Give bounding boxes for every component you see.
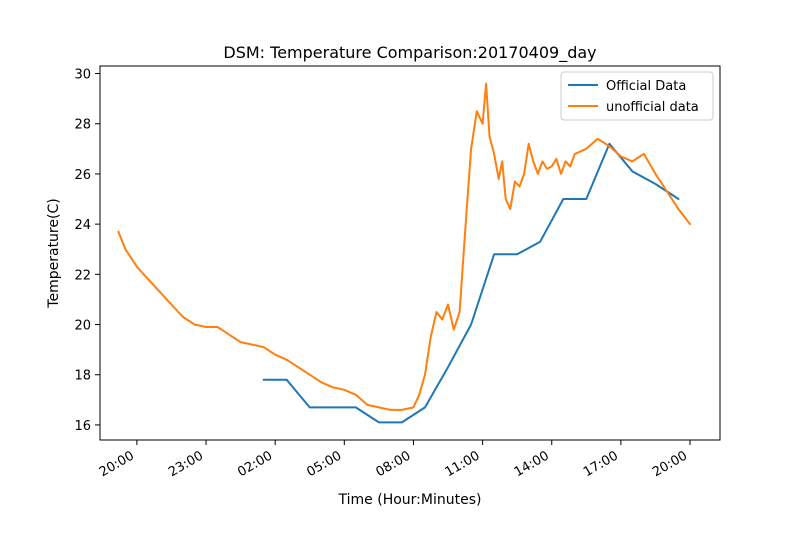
x-tick-label: 11:00 <box>443 448 483 480</box>
x-tick-label: 14:00 <box>512 448 552 480</box>
y-tick-label: 24 <box>74 218 91 233</box>
plot-area <box>117 82 691 424</box>
y-tick-label: 28 <box>74 118 91 133</box>
chart-title: DSM: Temperature Comparison:20170409_day <box>223 43 596 63</box>
y-tick-label: 20 <box>74 319 91 334</box>
series-line-unofficial <box>117 82 691 411</box>
x-tick-label: 08:00 <box>374 448 414 480</box>
y-axis-label: Temperature(C) <box>46 198 62 308</box>
legend-box <box>560 71 714 121</box>
series-line-official <box>262 142 680 424</box>
y-tick-label: 30 <box>74 68 91 83</box>
x-axis-label: Time (Hour:Minutes) <box>338 492 482 508</box>
x-tick-label: 20:00 <box>97 448 137 480</box>
y-tick-label: 18 <box>74 369 91 384</box>
legend: Official Data unofficial data <box>560 71 714 121</box>
x-tick-label: 02:00 <box>235 448 275 480</box>
x-tick-label: 20:00 <box>650 448 690 480</box>
x-tick-label: 17:00 <box>581 448 621 480</box>
x-axis: 20:00 23:00 02:00 05:00 08:00 11:00 14:00 17:00… <box>97 440 691 480</box>
y-tick-label: 16 <box>74 419 91 434</box>
legend-label-official: Official Data <box>606 79 686 94</box>
y-axis: 16 18 20 22 24 26 28 30 <box>74 68 100 434</box>
x-tick-label: 05:00 <box>304 448 344 480</box>
legend-label-unofficial: unofficial data <box>606 100 699 115</box>
y-tick-label: 26 <box>74 168 91 183</box>
plot-frame <box>99 65 721 441</box>
x-tick-label: 23:00 <box>166 448 206 480</box>
y-tick-label: 22 <box>74 268 91 283</box>
